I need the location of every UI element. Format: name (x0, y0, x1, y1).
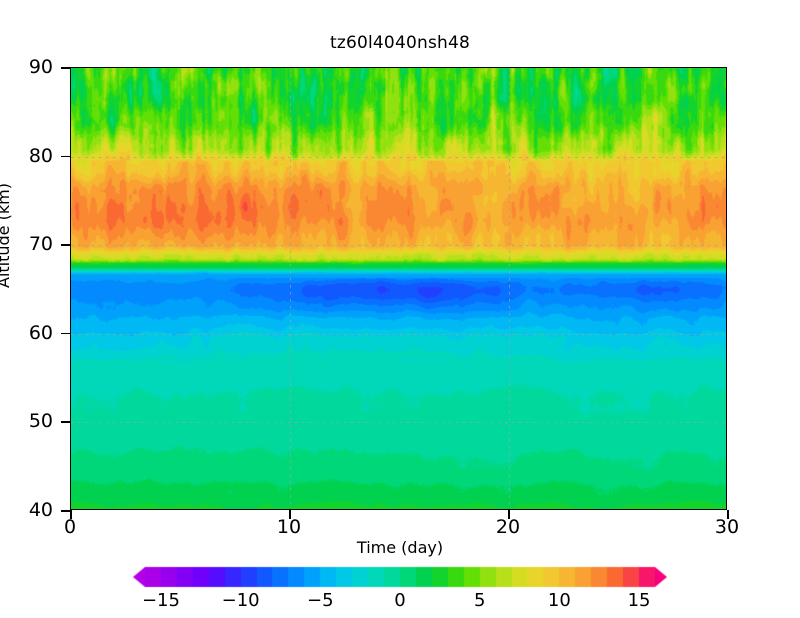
y-tick (61, 244, 70, 246)
colorbar-tick-label: −10 (221, 590, 260, 611)
x-tick-label: 30 (714, 516, 740, 538)
colorbar: −15 −10 −5 0 5 10 15 (0, 566, 800, 618)
y-tick (61, 421, 70, 423)
colorbar-tick-label: −15 (141, 590, 180, 611)
y-axis-title: Altitude (km) (0, 183, 13, 288)
colorbar-tick-label: 10 (547, 590, 571, 611)
y-tick-label: 80 (28, 144, 53, 167)
x-tick (727, 510, 729, 519)
y-tick (61, 332, 70, 335)
x-tick (70, 510, 72, 519)
y-tick-label: 40 (28, 499, 53, 521)
y-tick (61, 67, 70, 69)
x-tick (508, 510, 510, 519)
y-tick (61, 510, 70, 512)
y-tick (61, 155, 70, 158)
colorbar-tick-label: −5 (307, 590, 334, 611)
x-tick-label: 0 (63, 516, 77, 538)
x-tick-label: 10 (276, 516, 302, 538)
colorbar-tick-label: 5 (473, 590, 486, 611)
y-tick-label: 90 (28, 56, 53, 78)
colorbar-gradient (133, 566, 667, 588)
plot-area (70, 67, 727, 510)
contour-field (71, 68, 726, 509)
y-tick-label: 50 (28, 410, 53, 433)
colorbar-tick-label: 0 (394, 590, 406, 611)
page-title: tz60l4040nsh48 (329, 33, 471, 53)
x-axis-title: Time (day) (356, 538, 444, 557)
x-tick (289, 510, 291, 519)
y-tick-label: 60 (28, 321, 53, 344)
y-tick-label: 70 (28, 233, 53, 256)
x-tick-label: 20 (495, 516, 521, 538)
colorbar-tick-label: 15 (627, 590, 651, 611)
